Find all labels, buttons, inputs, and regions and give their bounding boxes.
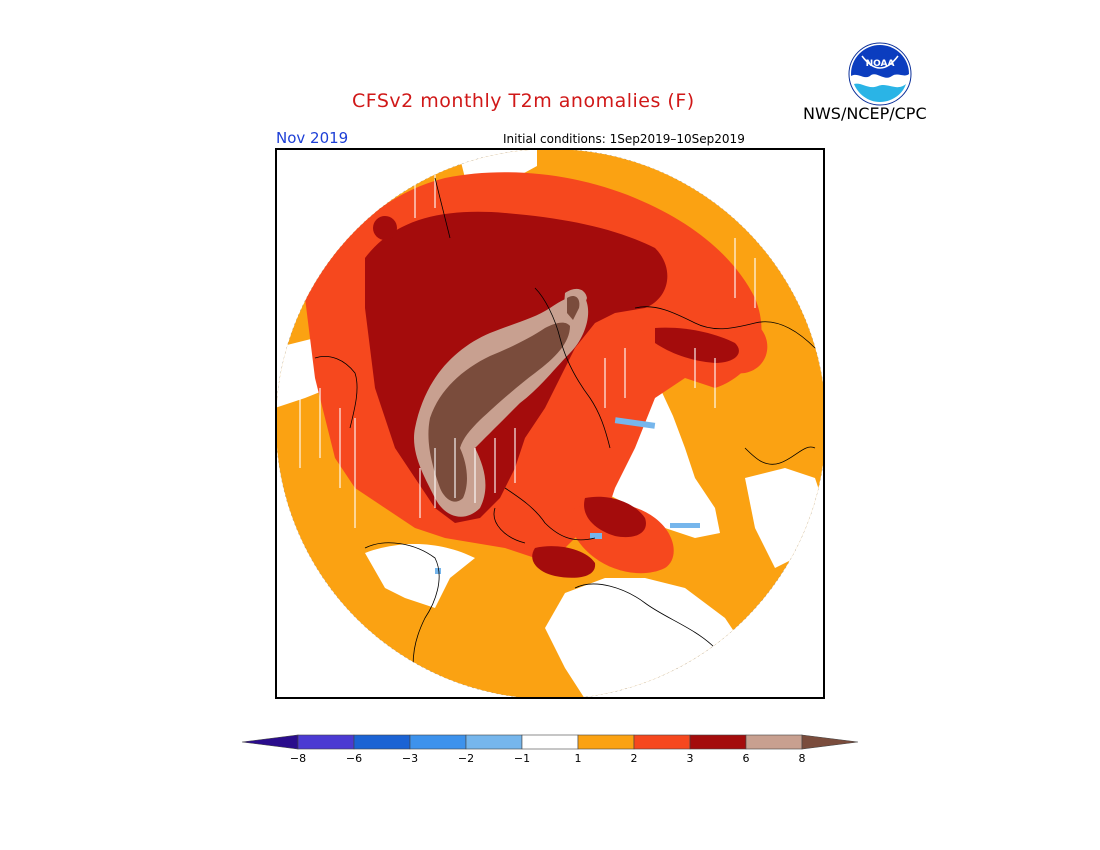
legend-tick-label: 6	[743, 752, 750, 765]
anomaly-darkred-east	[655, 327, 739, 363]
anomaly-lightblue-2	[670, 523, 700, 528]
color-legend: −8 −6 −3 −2 −1 1 2 3 6 8	[241, 734, 859, 765]
forecast-month: Nov 2019	[276, 129, 349, 147]
legend-bin-1	[297, 734, 355, 750]
legend-bin-4	[465, 734, 523, 750]
anomaly-darkred-asia	[584, 496, 646, 538]
legend-tick-label: −6	[346, 752, 362, 765]
legend-tick-label: −2	[458, 752, 474, 765]
legend-bin-8	[689, 734, 747, 750]
legend-bin-5	[521, 734, 579, 750]
noaa-logo: NOAA	[848, 42, 912, 106]
anomaly-map	[275, 148, 825, 699]
streak-artifacts	[299, 163, 756, 528]
legend-tick-label: 3	[687, 752, 694, 765]
anomaly-lightblue-3	[590, 533, 602, 539]
legend-tick-label: 8	[799, 752, 806, 765]
anomaly-brown-north	[567, 296, 580, 320]
legend-tick-label: 2	[631, 752, 638, 765]
anomaly-darkred-spot	[373, 216, 397, 240]
legend-bin-2	[353, 734, 411, 750]
legend-bin-9	[745, 734, 803, 750]
legend-tick-label: −1	[514, 752, 530, 765]
coastlines	[314, 177, 816, 699]
legend-tick-label: −3	[402, 752, 418, 765]
initial-conditions: Initial conditions: 1Sep2019–10Sep2019	[503, 132, 745, 146]
anomaly-brown-main	[428, 322, 570, 502]
agency-label: NWS/NCEP/CPC	[803, 104, 927, 123]
anomaly-lightblue-1	[614, 417, 656, 429]
legend-tick-label: 1	[575, 752, 582, 765]
legend-bin-0	[241, 734, 299, 750]
legend-bin-6	[577, 734, 635, 750]
noaa-logo-text: NOAA	[866, 59, 895, 69]
map-border	[275, 148, 825, 699]
legend-tick-label: −8	[290, 752, 306, 765]
legend-bin-3	[409, 734, 467, 750]
anomaly-lightblue-4	[435, 568, 441, 574]
legend-bin-10	[801, 734, 859, 750]
map-title: CFSv2 monthly T2m anomalies (F)	[352, 90, 695, 112]
anomaly-darkred-south	[532, 546, 596, 578]
anomaly-white-canada	[365, 543, 475, 608]
legend-bin-7	[633, 734, 691, 750]
